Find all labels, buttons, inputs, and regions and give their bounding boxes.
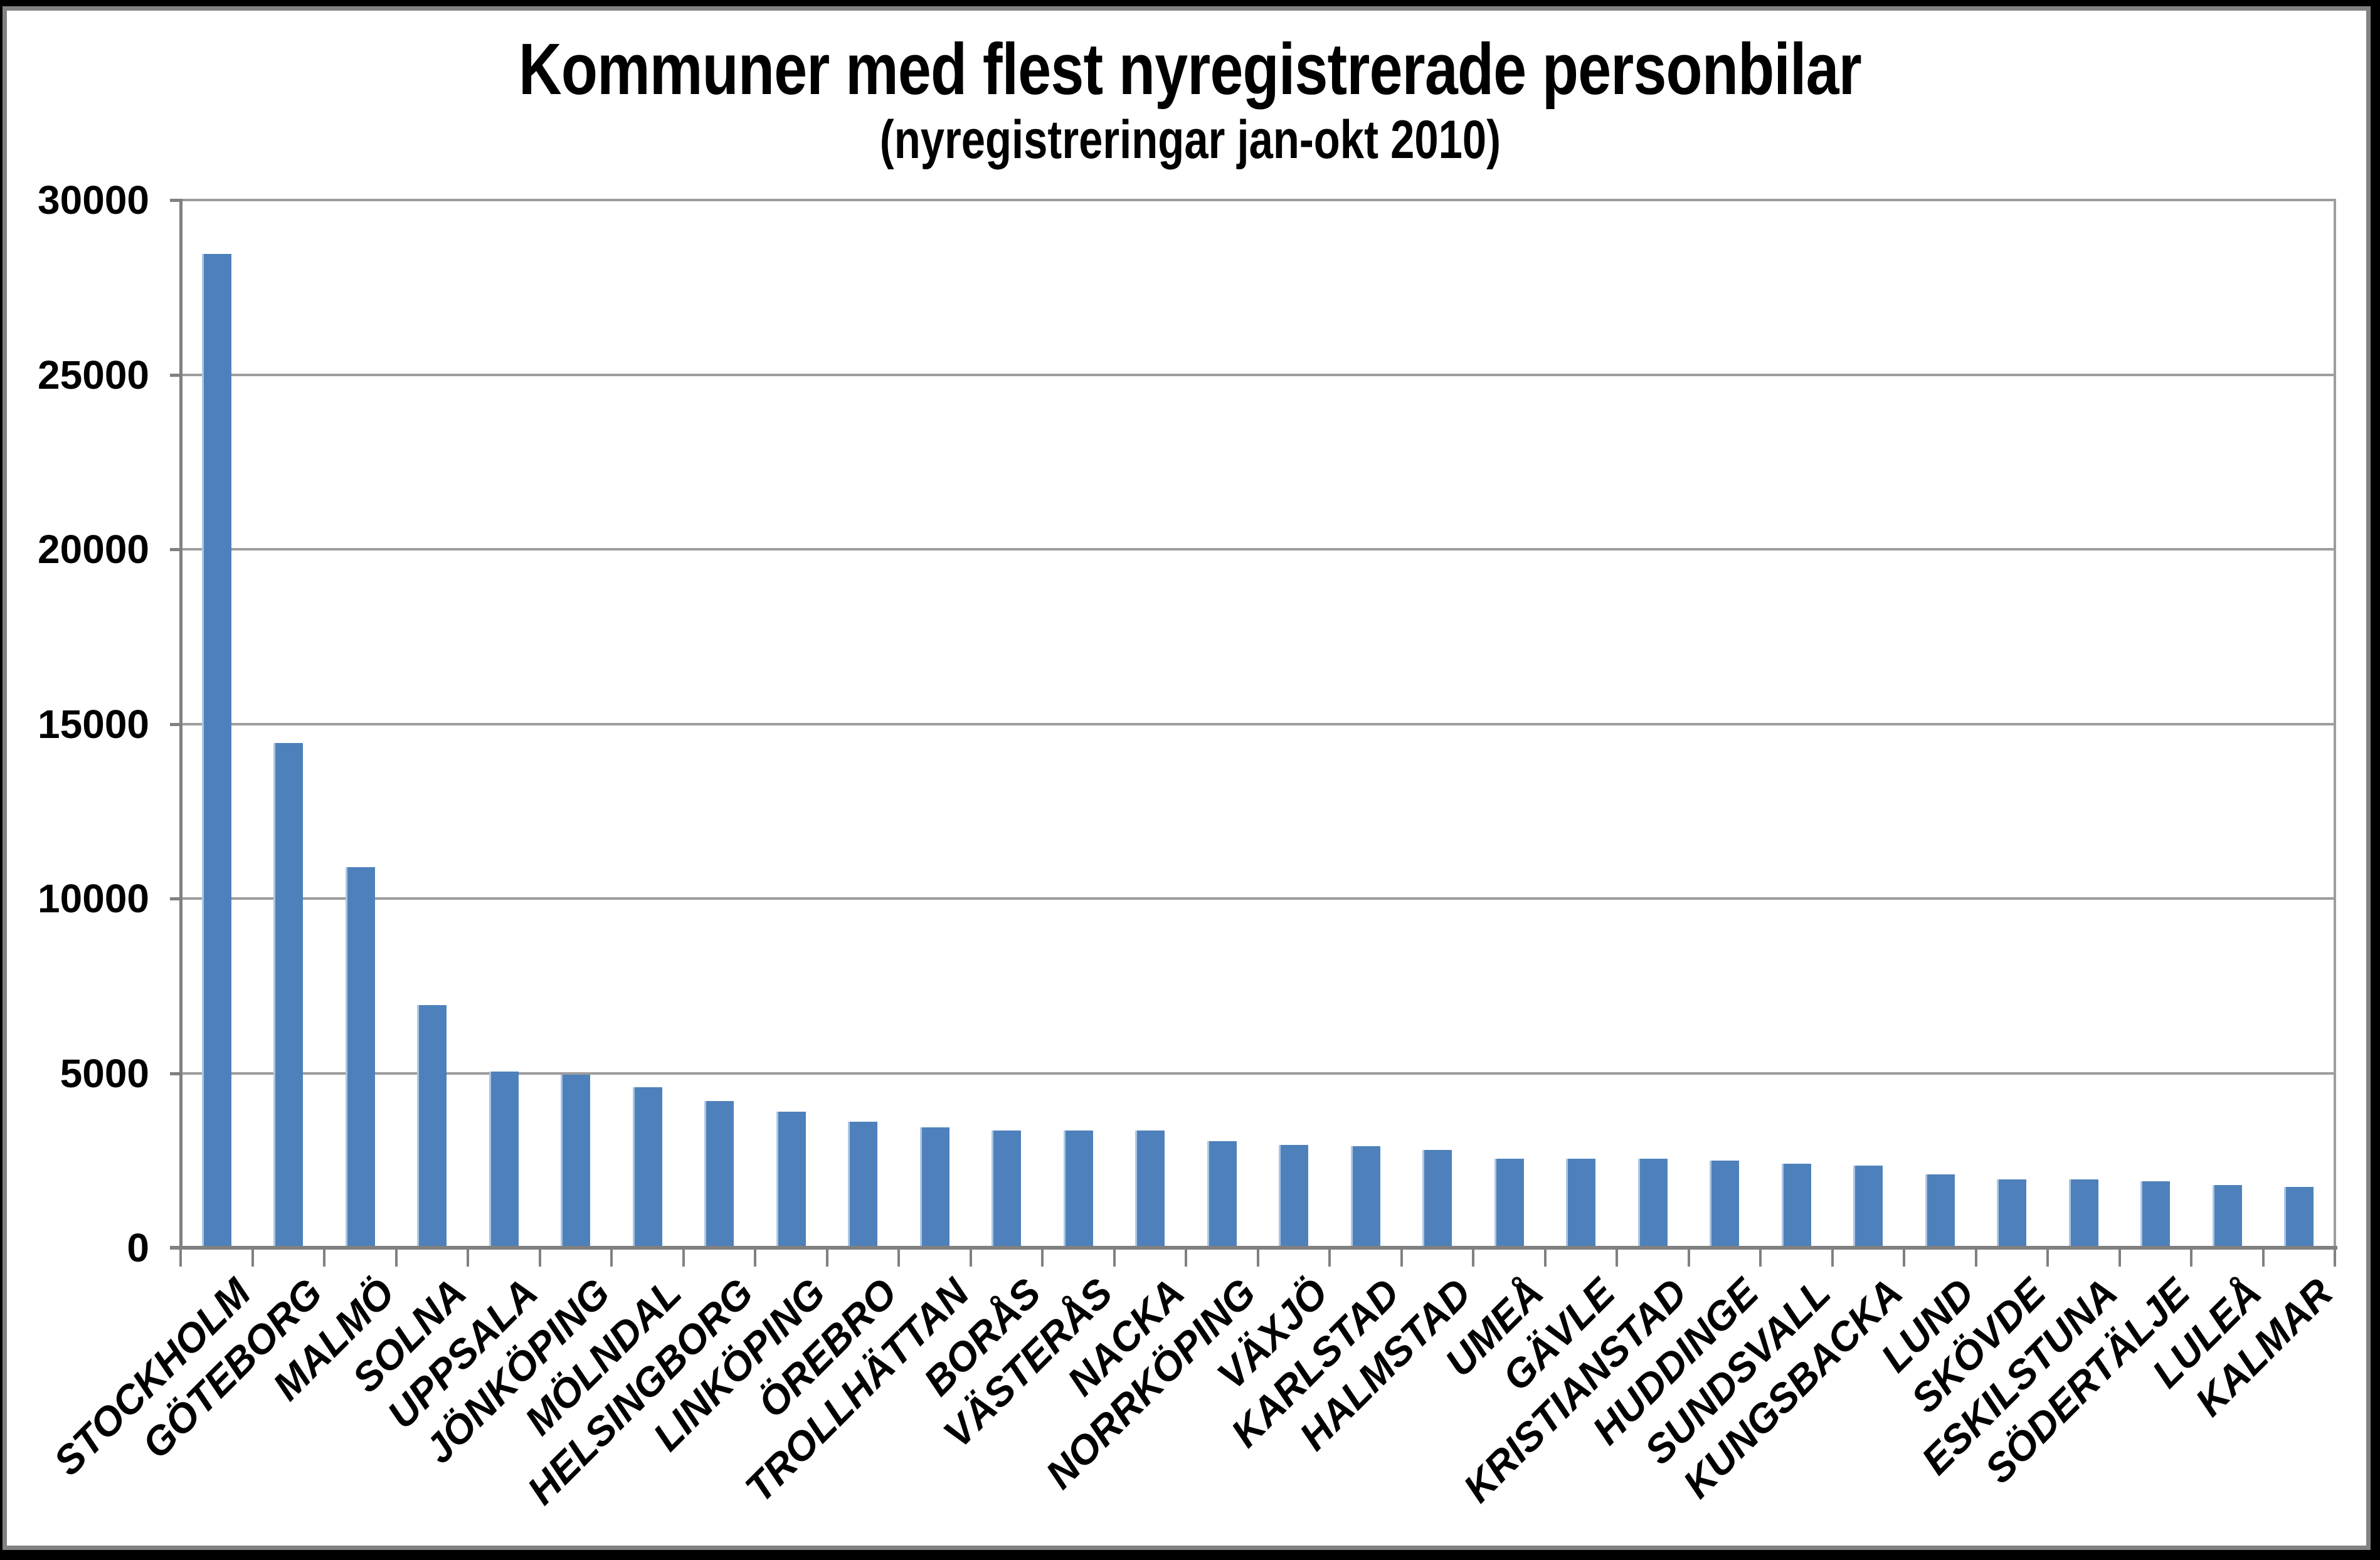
gridline	[181, 199, 2335, 201]
bar	[848, 1122, 878, 1248]
bar	[776, 1112, 806, 1248]
bar	[1207, 1141, 1237, 1248]
x-tick	[179, 1248, 182, 1267]
y-axis-label: 15000	[38, 701, 149, 747]
bar	[2284, 1187, 2314, 1248]
bar	[1494, 1159, 1524, 1248]
bar	[2140, 1181, 2171, 1248]
x-tick	[467, 1248, 469, 1267]
y-tick	[170, 199, 181, 202]
bar	[2068, 1179, 2098, 1248]
bar	[345, 867, 375, 1248]
gridline	[181, 373, 2335, 376]
chart-subtitle-text: (nyregistreringar jan-okt 2010)	[879, 110, 1501, 170]
gridline	[181, 897, 2335, 900]
bar	[273, 743, 304, 1248]
bar	[704, 1101, 734, 1248]
bar	[417, 1005, 447, 1248]
y-axis-label: 30000	[38, 177, 149, 223]
bar	[1925, 1174, 1955, 1248]
bar	[1063, 1130, 1093, 1248]
bar	[919, 1127, 949, 1248]
y-tick	[170, 897, 181, 900]
x-tick	[1113, 1248, 1116, 1267]
x-tick	[1472, 1248, 1474, 1267]
x-tick	[754, 1248, 756, 1267]
bar	[1853, 1166, 1883, 1248]
chart-subtitle: (nyregistreringar jan-okt 2010)	[0, 110, 2380, 170]
bar	[1781, 1164, 1811, 1248]
x-tick	[2190, 1248, 2192, 1267]
x-tick	[1687, 1248, 1690, 1267]
x-tick	[682, 1248, 685, 1267]
y-axis-label: 10000	[38, 876, 149, 921]
x-tick	[2334, 1248, 2336, 1267]
x-tick	[1400, 1248, 1403, 1267]
x-tick	[2046, 1248, 2049, 1267]
x-tick	[1185, 1248, 1187, 1267]
y-tick	[170, 548, 181, 551]
y-tick	[170, 373, 181, 377]
bar	[1637, 1159, 1668, 1248]
x-tick	[1903, 1248, 1905, 1267]
bar	[1135, 1130, 1165, 1248]
y-tick	[170, 1246, 181, 1250]
y-tick	[170, 1072, 181, 1075]
bar	[1566, 1159, 1596, 1248]
x-tick	[1543, 1248, 1547, 1267]
x-tick	[1256, 1248, 1259, 1267]
y-tick	[170, 722, 181, 726]
x-tick	[1974, 1248, 1977, 1267]
x-tick	[2118, 1248, 2121, 1267]
chart-title-text: Kommuner med flest nyregistrerade person…	[519, 28, 1862, 110]
x-tick	[323, 1248, 325, 1267]
gridline	[181, 548, 2335, 551]
x-tick	[1759, 1248, 1762, 1267]
bar	[1279, 1145, 1309, 1248]
x-axis-line	[170, 1246, 2337, 1250]
chart-panel	[3, 6, 2371, 1550]
plot-right-border	[2334, 199, 2336, 1248]
y-axis-line	[179, 199, 182, 1250]
gridline	[181, 722, 2335, 725]
bar	[632, 1087, 662, 1248]
bar	[992, 1130, 1022, 1248]
bar	[1997, 1179, 2027, 1248]
y-axis-label: 5000	[60, 1050, 149, 1096]
y-axis-label: 20000	[38, 527, 149, 572]
x-tick	[610, 1248, 613, 1267]
x-tick	[538, 1248, 541, 1267]
y-axis-label: 25000	[38, 352, 149, 398]
gridline	[181, 1072, 2335, 1075]
bar	[1710, 1161, 1740, 1248]
x-tick	[1328, 1248, 1331, 1267]
bar	[489, 1072, 519, 1248]
bar	[561, 1075, 591, 1248]
bar	[201, 254, 231, 1248]
y-axis-label: 0	[127, 1225, 149, 1270]
bar	[2212, 1185, 2242, 1248]
x-tick	[1041, 1248, 1044, 1267]
x-tick	[2261, 1248, 2265, 1267]
bar	[1350, 1146, 1380, 1248]
x-tick	[969, 1248, 972, 1267]
x-tick	[1616, 1248, 1618, 1267]
x-tick	[251, 1248, 254, 1267]
chart-title: Kommuner med flest nyregistrerade person…	[0, 31, 2380, 108]
x-tick	[394, 1248, 398, 1267]
bar	[1422, 1150, 1452, 1248]
x-tick	[1831, 1248, 1834, 1267]
x-tick	[897, 1248, 900, 1267]
x-tick	[825, 1248, 828, 1267]
